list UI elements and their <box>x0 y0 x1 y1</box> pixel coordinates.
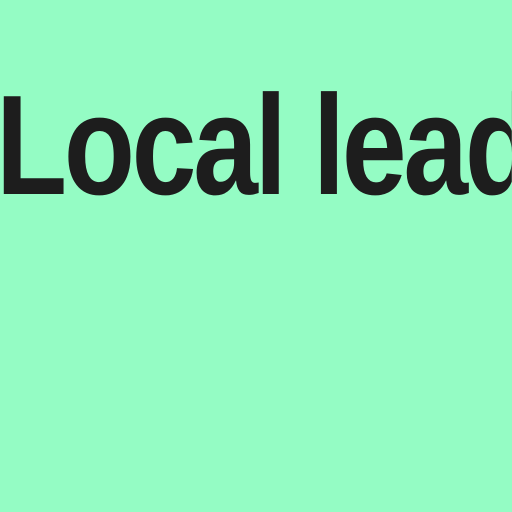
page-heading: Local lead <box>0 76 512 216</box>
